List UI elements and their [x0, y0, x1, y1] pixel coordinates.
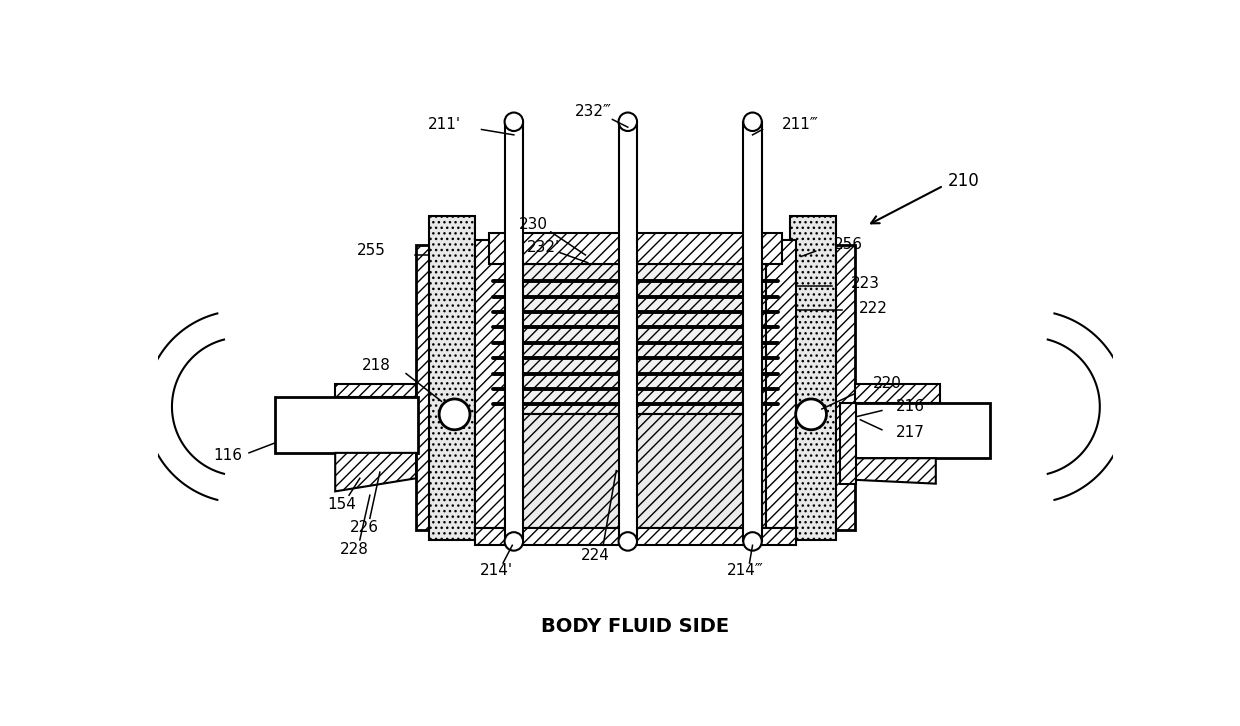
Text: 218: 218	[362, 359, 391, 373]
Text: 228: 228	[340, 542, 368, 557]
Bar	[475, 240, 505, 529]
Bar	[275, 397, 418, 453]
Text: 232‴: 232‴	[574, 105, 611, 119]
Text: 232': 232'	[527, 240, 559, 255]
Text: 214‴: 214‴	[727, 563, 763, 578]
Bar	[777, 245, 854, 530]
Text: 224: 224	[582, 548, 610, 563]
Text: 220: 220	[873, 376, 901, 391]
Bar	[743, 122, 761, 542]
Bar	[854, 383, 940, 403]
Text: 230: 230	[520, 216, 548, 232]
Circle shape	[619, 113, 637, 131]
Text: 216: 216	[895, 399, 925, 414]
Polygon shape	[335, 383, 417, 397]
Text: 211': 211'	[428, 117, 461, 131]
Circle shape	[796, 399, 826, 430]
Polygon shape	[854, 458, 936, 484]
Bar	[839, 403, 857, 484]
Text: 222: 222	[859, 301, 888, 317]
Text: 223: 223	[851, 276, 880, 291]
Circle shape	[619, 532, 637, 550]
Bar	[490, 415, 781, 529]
Bar	[619, 122, 637, 542]
Text: 226: 226	[350, 520, 379, 535]
Bar	[766, 240, 796, 529]
Bar	[490, 264, 781, 415]
Polygon shape	[335, 453, 417, 492]
Bar	[490, 234, 781, 264]
Text: 214': 214'	[480, 563, 513, 578]
Text: 210: 210	[947, 172, 980, 190]
Bar	[475, 529, 796, 545]
Bar	[854, 403, 990, 458]
Text: 256: 256	[835, 237, 863, 253]
Text: BODY FLUID SIDE: BODY FLUID SIDE	[542, 616, 729, 636]
Bar	[790, 216, 836, 540]
Bar	[429, 216, 475, 540]
Circle shape	[505, 532, 523, 550]
Text: 154: 154	[327, 497, 356, 512]
Circle shape	[743, 113, 761, 131]
Text: 217: 217	[895, 425, 925, 439]
Circle shape	[439, 399, 470, 430]
Text: 211‴: 211‴	[781, 117, 818, 131]
Text: 255: 255	[357, 243, 386, 258]
Text: 116: 116	[213, 448, 242, 462]
Bar	[505, 122, 523, 542]
Bar	[417, 245, 494, 530]
Circle shape	[505, 113, 523, 131]
Circle shape	[743, 532, 761, 550]
